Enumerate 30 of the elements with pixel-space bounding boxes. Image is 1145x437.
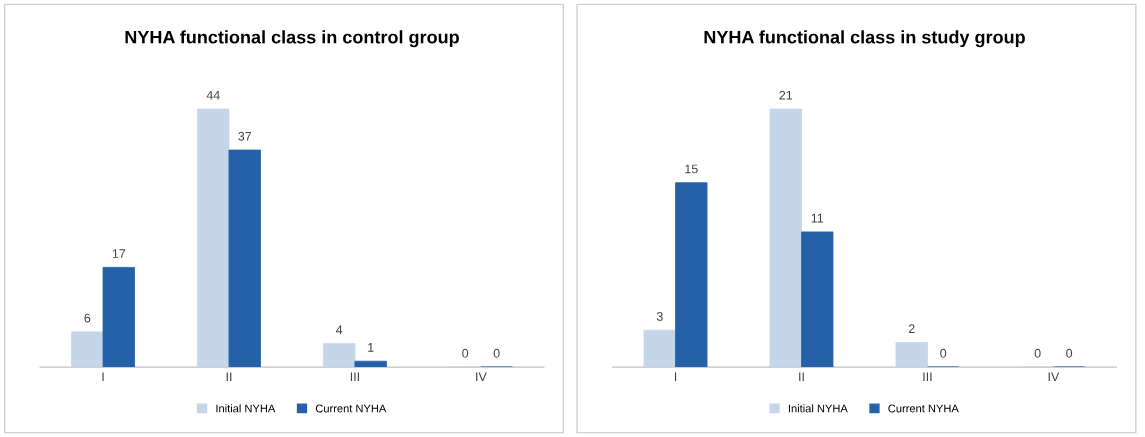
data-label: 2 — [908, 324, 915, 333]
data-label: 3 — [656, 311, 663, 321]
chart-title: NYHA functional class in study group — [704, 30, 1025, 48]
data-label: 1 — [368, 343, 374, 352]
data-label: 0 — [493, 348, 500, 358]
data-label: 17 — [112, 249, 126, 258]
legend-label: Current NYHA — [315, 404, 387, 413]
chart-title: NYHA functional class in control group — [125, 30, 459, 48]
data-label: 0 — [462, 348, 469, 358]
x-tick-label: III — [350, 372, 360, 381]
legend-label: Initial NYHA — [216, 404, 276, 413]
x-tick-label: II — [799, 372, 804, 381]
x-tick-label: IV — [476, 372, 487, 381]
data-label: 0 — [1034, 348, 1041, 358]
data-label: 21 — [779, 90, 793, 100]
data-label: 44 — [206, 90, 220, 100]
data-label: 37 — [238, 131, 252, 141]
x-tick-label: II — [226, 372, 232, 381]
data-label: 0 — [940, 348, 947, 358]
data-label: 11 — [811, 213, 824, 223]
data-label: 0 — [1066, 348, 1073, 358]
x-tick-label: IV — [1048, 372, 1060, 381]
x-tick-label: III — [923, 372, 932, 381]
data-label: 4 — [336, 325, 343, 335]
legend-label: Initial NYHA — [788, 404, 848, 413]
legend-label: Current NYHA — [888, 404, 959, 413]
data-label: 6 — [84, 313, 91, 323]
x-tick-label: I — [102, 372, 104, 381]
x-tick-label: I — [674, 372, 677, 381]
data-label: 15 — [685, 164, 698, 174]
